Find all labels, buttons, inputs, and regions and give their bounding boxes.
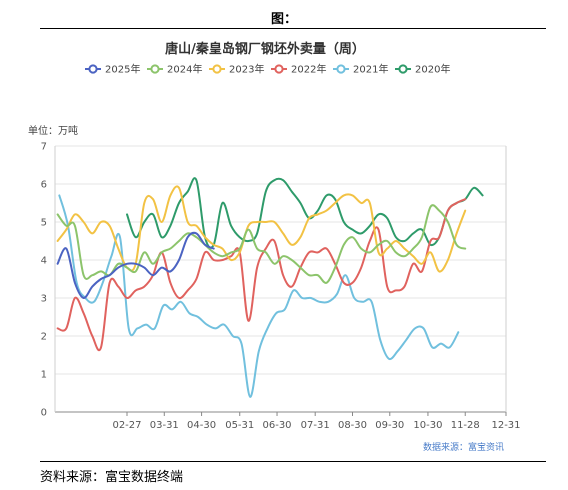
figure-label: 图：	[270, 12, 297, 27]
x-tick-label: 12-31	[491, 420, 520, 431]
x-tick-label: 09-30	[375, 420, 404, 431]
legend-item[interactable]: 2021年	[333, 63, 388, 76]
y-tick-label: 7	[41, 142, 47, 153]
y-tick-label: 4	[41, 256, 47, 267]
series-line-2023年	[56, 185, 467, 273]
top-rule	[40, 28, 546, 29]
x-tick-label: 07-31	[301, 420, 330, 431]
x-tick-label: 11-28	[451, 420, 480, 431]
source-note: 数据来源：富宝资讯	[423, 441, 504, 453]
legend-label: 2022年	[291, 63, 326, 76]
legend-item[interactable]: 2023年	[209, 63, 264, 76]
series-line-2021年	[58, 194, 460, 398]
series-lines	[56, 177, 484, 398]
y-tick-label: 1	[41, 370, 47, 381]
legend-item[interactable]: 2022年	[271, 63, 326, 76]
legend-item[interactable]: 2024年	[147, 63, 202, 76]
series-line-2025年	[56, 231, 215, 299]
legend-swatch-marker	[274, 64, 284, 74]
legend-swatch-marker	[336, 64, 346, 74]
x-tick-label: 02-27	[112, 420, 141, 431]
x-tick-label: 04-30	[187, 420, 216, 431]
legend-swatch-marker	[88, 64, 98, 74]
legend-swatch-marker	[150, 64, 160, 74]
y-tick-label: 2	[41, 332, 47, 343]
legend-item[interactable]: 2025年	[85, 63, 140, 76]
x-tick-label: 03-31	[150, 420, 179, 431]
legend-label: 2020年	[415, 63, 450, 76]
unit-label: 单位：万吨	[28, 124, 78, 137]
x-tick-label: 06-30	[262, 420, 291, 431]
series-line-2022年	[56, 198, 467, 352]
bottom-rule	[40, 461, 546, 462]
legend-item[interactable]: 2020年	[395, 63, 450, 76]
legend-label: 2025年	[105, 63, 140, 76]
legend: 2025年 2024年 2023年 2022年 2021年 2020年	[85, 63, 450, 76]
axes: 0 1 2 3 4 5 6 7 02-27 03-31 04-30 05-31 06-30 07-31 08…	[41, 142, 521, 432]
legend-label: 2023年	[229, 63, 264, 76]
y-tick-label: 3	[41, 294, 47, 305]
x-tick-label: 10-30	[413, 420, 442, 431]
series-line-2020年	[126, 177, 484, 249]
legend-label: 2024年	[167, 63, 202, 76]
x-tick-label: 08-30	[338, 420, 367, 431]
grid	[55, 145, 506, 413]
legend-swatch-marker	[212, 64, 222, 74]
chart-title: 唐山/秦皇岛钢厂钢坯外卖量（周）	[165, 41, 365, 57]
x-tick-label: 05-31	[225, 420, 254, 431]
series-line-2024年	[56, 204, 467, 284]
legend-swatch-marker	[398, 64, 408, 74]
y-tick-label: 6	[41, 180, 47, 191]
y-tick-label: 5	[41, 218, 47, 229]
y-tick-label: 0	[41, 408, 47, 419]
line-chart: 唐山/秦皇岛钢厂钢坯外卖量（周） 2025年 2024年 2023年 2022年 202…	[28, 41, 521, 453]
source-line: 资料来源：富宝数据终端	[40, 470, 184, 485]
legend-label: 2021年	[353, 63, 388, 76]
